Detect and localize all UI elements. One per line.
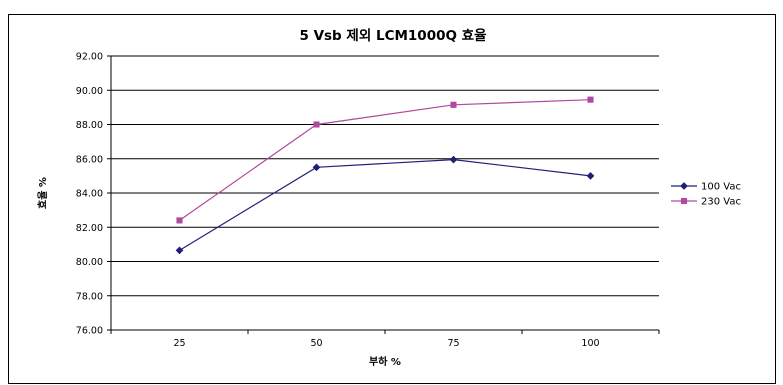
series-layer [175, 96, 595, 255]
legend: 100 Vac 230 Vac [671, 182, 741, 208]
chart-title: 5 Vsb 제외 LCM1000Q 효율 [299, 27, 486, 44]
series-2 [176, 96, 594, 224]
x-tick-label: 25 [173, 338, 185, 349]
data-point [175, 246, 184, 255]
data-point [312, 163, 321, 172]
gridlines [111, 55, 659, 331]
series-line [179, 159, 591, 251]
legend-item: 230 Vac [671, 197, 741, 208]
data-point [176, 217, 183, 224]
x-tick-label: 75 [447, 338, 459, 349]
x-axis-title: 부하 % [369, 355, 401, 368]
y-tick-label: 78.00 [76, 291, 103, 302]
legend-item: 100 Vac [671, 182, 741, 193]
legend-marker [680, 197, 688, 205]
legend-label: 100 Vac [701, 182, 741, 193]
y-tick-label: 84.00 [76, 189, 103, 200]
data-point [587, 96, 594, 103]
legend-marker [680, 182, 688, 190]
x-tick-label: 50 [310, 338, 322, 349]
y-tick-label: 76.00 [76, 326, 103, 337]
axes [107, 55, 660, 334]
y-tick-label: 86.00 [76, 154, 103, 165]
x-tick-label: 100 [581, 338, 599, 349]
x-tick-labels: 25 50 75 100 [173, 338, 599, 349]
y-tick-label: 80.00 [76, 257, 103, 268]
y-axis-title: 효율 % [36, 177, 49, 209]
data-point [450, 101, 457, 108]
y-tick-labels: 76.00 78.00 80.00 82.00 84.00 86.00 88.00 90.00… [76, 52, 103, 337]
y-tick-label: 90.00 [76, 86, 103, 97]
y-tick-label: 82.00 [76, 223, 103, 234]
data-point [449, 155, 458, 164]
y-tick-label: 88.00 [76, 120, 103, 131]
y-tick-label: 92.00 [76, 52, 103, 63]
series-1 [175, 155, 595, 255]
data-point [313, 121, 320, 128]
series-line [179, 99, 591, 221]
legend-label: 230 Vac [701, 197, 741, 208]
data-point [586, 171, 595, 180]
